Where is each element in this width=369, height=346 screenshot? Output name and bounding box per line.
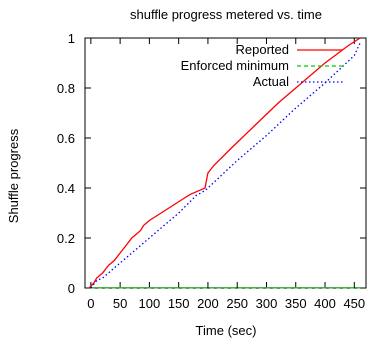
x-tick-label: 450 (343, 296, 365, 311)
legend-label: Actual (253, 74, 289, 89)
series-layer (88, 37, 361, 289)
plot-frame (84, 37, 367, 289)
legend-label: Enforced minimum (181, 58, 289, 73)
y-tick-label: 1 (68, 31, 75, 46)
y-tick-label: 0.4 (57, 181, 75, 196)
axis-ticks: 0 0.2 0.4 0.6 0.8 1 0 50 100 150 200 250 300 350 400 45… (57, 31, 366, 311)
x-axis-label: Time (sec) (196, 323, 257, 338)
x-tick-label: 250 (226, 296, 248, 311)
legend-label: Reported (236, 42, 289, 57)
y-tick-label: 0.6 (57, 131, 75, 146)
series-line-actual (90, 42, 361, 289)
x-tick-label: 50 (113, 296, 127, 311)
x-tick-label: 150 (168, 296, 190, 311)
x-tick-label: 300 (256, 296, 278, 311)
y-axis-label: Shuffle progress (6, 128, 21, 223)
x-tick-label: 400 (314, 296, 336, 311)
x-tick-label: 100 (139, 296, 161, 311)
series-line-reported (88, 37, 361, 289)
chart-title: shuffle progress metered vs. time (130, 7, 322, 22)
x-tick-label: 350 (285, 296, 307, 311)
y-tick-label: 0 (68, 281, 75, 296)
y-tick-label: 0.2 (57, 231, 75, 246)
x-tick-label: 0 (87, 296, 94, 311)
x-tick-label: 200 (197, 296, 219, 311)
y-tick-label: 0.8 (57, 81, 75, 96)
